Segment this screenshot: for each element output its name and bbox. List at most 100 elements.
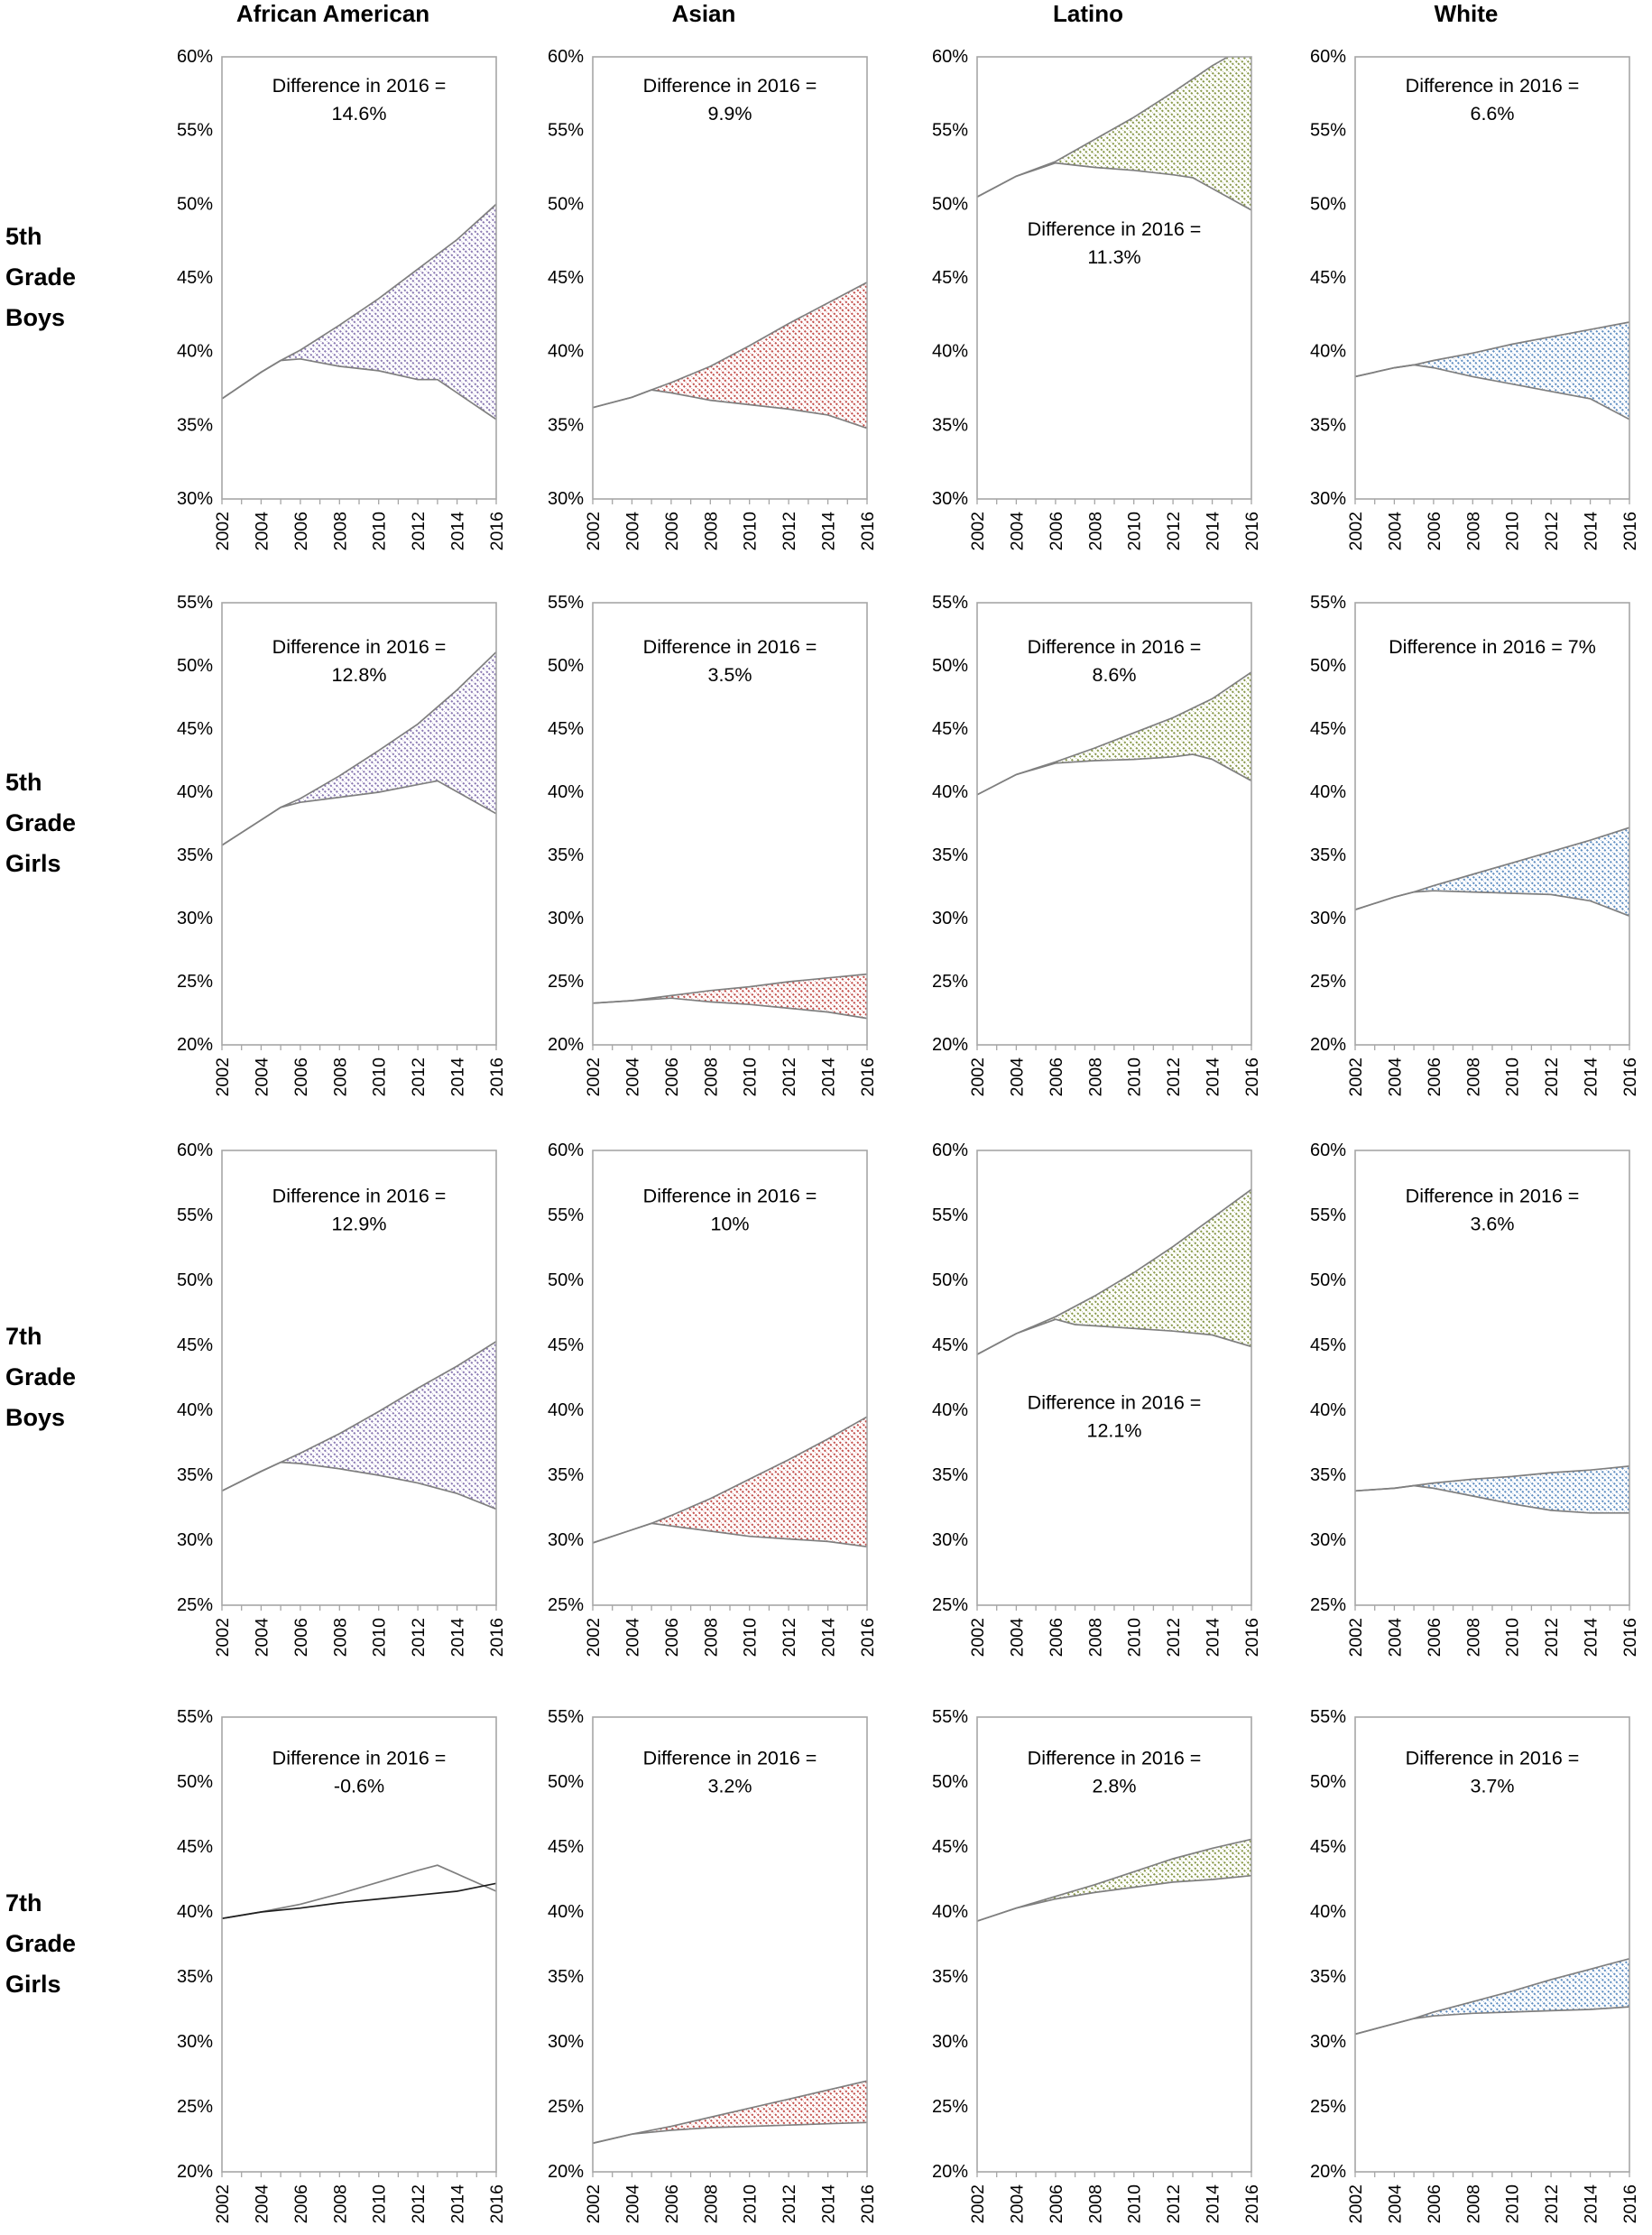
lower-trend-line (977, 162, 1251, 211)
x-axis-year-label: 2004 (1385, 2184, 1405, 2224)
y-axis-tick-label: 35% (548, 415, 584, 435)
y-axis-tick-label: 25% (1310, 1595, 1346, 1615)
chart-latino-5th-grade-girls: 55% 50% 45% 40% 35% 30% 25% 20%2002 2004 2006 2008… (932, 594, 1259, 1097)
x-axis-year-label: 2002 (584, 1618, 604, 1657)
y-axis-tick-label: 25% (932, 2097, 968, 2117)
x-axis-year-label: 2012 (780, 1618, 799, 1657)
difference-annotation: Difference in 2016 = 7% (1389, 636, 1596, 658)
y-axis-tick-label: 30% (177, 2032, 213, 2052)
difference-shaded-area (977, 57, 1251, 210)
y-axis-tick-label: 30% (548, 909, 584, 928)
x-axis-year-label: 2006 (1425, 512, 1444, 550)
x-axis-year-label: 2010 (1503, 2184, 1523, 2224)
difference-annotation: Difference in 2016 = (643, 1747, 817, 1769)
y-axis-tick-label: 35% (177, 1465, 213, 1485)
y-axis-tick-label: 50% (1310, 194, 1346, 214)
y-axis-tick-label: 25% (548, 2097, 584, 2117)
x-axis-year-label: 2006 (662, 1057, 682, 1096)
y-axis-tick-label: 60% (548, 1141, 584, 1160)
x-axis-year-label: 2014 (448, 512, 468, 551)
y-axis-tick-label: 55% (548, 594, 584, 613)
lower-trend-line (977, 1318, 1251, 1355)
y-axis-tick-label: 25% (177, 2097, 213, 2117)
lower-trend-line (1355, 2006, 1629, 2036)
difference-annotation: Difference in 2016 = (643, 1185, 817, 1206)
y-axis-tick-label: 30% (1310, 2032, 1346, 2052)
x-axis-year-label: 2006 (1047, 1057, 1066, 1096)
y-axis-tick-label: 50% (548, 656, 584, 676)
x-axis-year-label: 2004 (252, 2184, 272, 2224)
y-axis-tick-label: 25% (932, 1595, 968, 1615)
x-axis-year-label: 2002 (213, 1057, 233, 1096)
y-axis-tick-label: 55% (932, 594, 968, 613)
x-axis-year-label: 2006 (662, 2184, 682, 2223)
chart-asian-7th-grade-boys: 60% 55% 50% 45% 40% 35% 30% 25%2002 2004 2006 2008… (548, 1141, 874, 1658)
y-axis-tick-label: 45% (548, 268, 584, 288)
x-axis-year-label: 2016 (1242, 1057, 1259, 1096)
y-axis-tick-label: 55% (177, 1205, 213, 1225)
x-axis-year-label: 2010 (370, 2184, 390, 2224)
x-axis-year-label: 2006 (1047, 512, 1066, 550)
chart-african-american-5th-grade-girls: 55% 50% 45% 40% 35% 30% 25% 20%2002 2004 2006 2008… (177, 594, 503, 1097)
y-axis-tick-label: 35% (548, 845, 584, 865)
x-axis-year-label: 2010 (741, 1618, 761, 1658)
y-axis-tick-label: 40% (177, 1902, 213, 1922)
x-axis-year-label: 2014 (819, 2184, 839, 2224)
difference-annotation: Difference in 2016 = (1406, 1747, 1580, 1769)
x-axis-year-label: 2008 (701, 1618, 721, 1657)
x-axis-year-label: 2004 (1007, 2184, 1027, 2224)
y-axis-tick-label: 30% (177, 909, 213, 928)
x-axis-year-label: 2002 (968, 2184, 988, 2223)
chart-white-5th-grade-boys: 60% 55% 50% 45% 40% 35% 30%2002 2004 2006 2008 201… (1310, 48, 1637, 550)
difference-annotation: 8.6% (1092, 664, 1136, 686)
y-axis-tick-label: 40% (548, 782, 584, 802)
x-axis-year-label: 2016 (858, 2184, 874, 2223)
y-axis-tick-label: 45% (932, 268, 968, 288)
x-axis-year-label: 2014 (448, 1057, 468, 1097)
column-header-latino: Latino (1053, 0, 1123, 27)
y-axis-tick-label: 40% (548, 1400, 584, 1420)
y-axis-tick-label: 50% (177, 1772, 213, 1792)
y-axis-tick-label: 30% (932, 909, 968, 928)
x-axis-year-label: 2008 (1463, 1618, 1483, 1657)
y-axis-tick-label: 45% (1310, 268, 1346, 288)
difference-shaded-area (977, 672, 1251, 795)
y-axis-tick-label: 45% (932, 719, 968, 739)
y-axis-tick-label: 50% (932, 1772, 968, 1792)
x-axis-year-label: 2008 (330, 2184, 350, 2223)
y-axis-tick-label: 45% (1310, 1335, 1346, 1355)
lower-trend-line (222, 780, 496, 846)
difference-annotation: 14.6% (332, 103, 387, 125)
y-axis-tick-label: 45% (1310, 1837, 1346, 1857)
y-axis-tick-label: 45% (548, 1837, 584, 1857)
y-axis-tick-label: 55% (1310, 1205, 1346, 1225)
x-axis-year-label: 2016 (858, 1618, 874, 1657)
x-axis-year-label: 2004 (252, 1057, 272, 1097)
difference-shaded-area (593, 974, 867, 1019)
y-axis-tick-label: 45% (548, 1335, 584, 1355)
difference-annotation: 3.7% (1470, 1775, 1514, 1796)
x-axis-year-label: 2008 (1085, 1057, 1105, 1096)
x-axis-year-label: 2016 (487, 512, 503, 550)
x-axis-year-label: 2014 (1204, 2184, 1223, 2224)
x-axis-year-label: 2010 (1125, 1057, 1145, 1097)
difference-shaded-area (977, 1189, 1251, 1355)
y-axis-tick-label: 25% (1310, 972, 1346, 992)
x-axis-year-label: 2010 (1125, 512, 1145, 551)
x-axis-year-label: 2008 (330, 512, 350, 550)
row-label-5th-grade-girls: 5th Grade Girls (5, 769, 77, 877)
x-axis-year-label: 2016 (487, 2184, 503, 2223)
y-axis-tick-label: 50% (932, 194, 968, 214)
y-axis-tick-label: 40% (1310, 342, 1346, 362)
x-axis-year-label: 2008 (1463, 512, 1483, 550)
x-axis-year-label: 2010 (370, 1057, 390, 1097)
x-axis-year-label: 2002 (213, 2184, 233, 2223)
x-axis-year-label: 2014 (448, 1618, 468, 1658)
x-axis-year-label: 2014 (819, 1618, 839, 1658)
y-axis-tick-label: 35% (1310, 845, 1346, 865)
difference-annotation: 10% (710, 1213, 749, 1234)
y-axis-tick-label: 45% (177, 268, 213, 288)
x-axis-year-label: 2012 (1542, 2184, 1562, 2223)
chart-white-7th-grade-boys: 60% 55% 50% 45% 40% 35% 30% 25%2002 2004 2006 2008… (1310, 1141, 1637, 1657)
row-label-7th-grade-girls: 7th Grade Girls (5, 1889, 77, 1998)
